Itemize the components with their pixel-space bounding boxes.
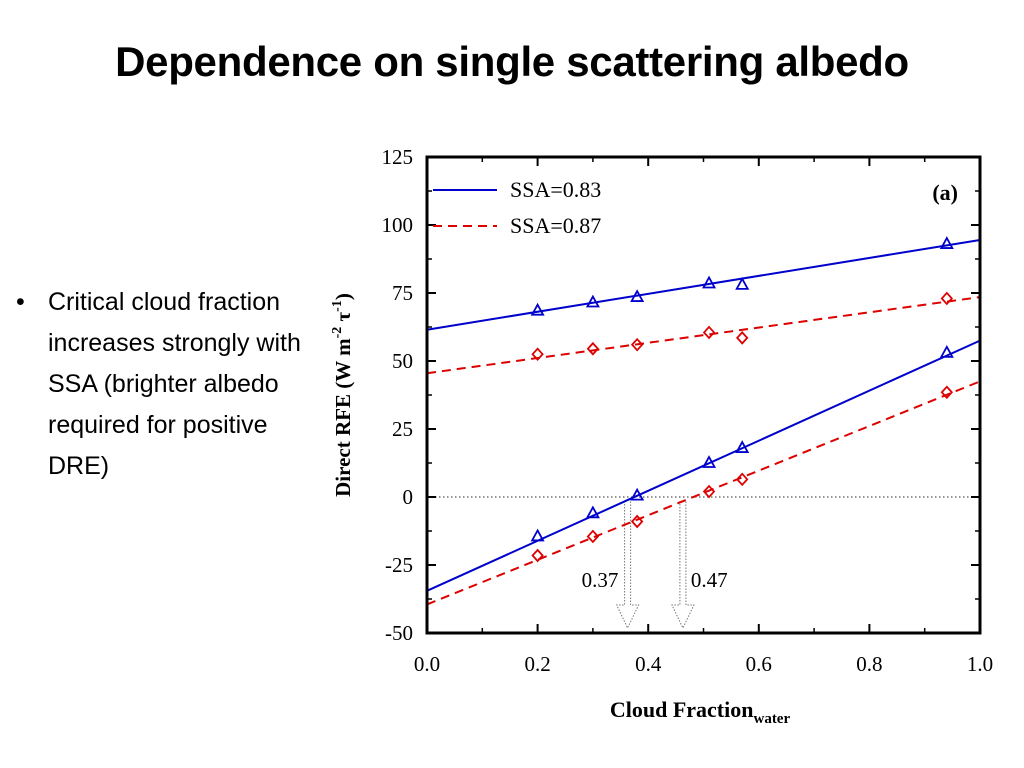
x-tick-label: 0.4	[635, 652, 662, 676]
bullet-text: Critical cloud fraction increases strong…	[48, 288, 301, 480]
y-tick-label: 100	[382, 213, 414, 237]
series-SSA=0.87	[426, 291, 981, 606]
plot-area: 0.37 0.47	[426, 236, 981, 630]
data-point	[939, 344, 954, 358]
annotation-label: 0.47	[691, 568, 728, 592]
data-point	[940, 291, 954, 306]
data-point	[531, 347, 544, 362]
fit-line	[426, 380, 981, 606]
data-point	[585, 294, 600, 308]
data-point	[531, 548, 544, 563]
data-point	[702, 484, 716, 499]
x-axis: 0.0 0.2 0.4 0.6 0.8 1.0	[414, 157, 993, 676]
legend-label: SSA=0.87	[510, 213, 601, 238]
data-point	[530, 302, 545, 316]
y-axis: 125 100 75 50 25 0 -25 -50	[382, 145, 980, 645]
data-point	[702, 325, 716, 340]
x-tick-label: 0.6	[746, 652, 772, 676]
x-axis-label-sub: water	[753, 711, 790, 727]
x-tick-label: 1.0	[967, 652, 993, 676]
critical-fraction-annotation: 0.37	[582, 501, 640, 630]
legend-label: SSA=0.83	[510, 177, 601, 202]
bullet-list: • Critical cloud fraction increases stro…	[14, 282, 314, 487]
data-point	[735, 440, 750, 453]
y-tick-label: 0	[403, 485, 414, 509]
data-point	[586, 341, 600, 356]
data-point	[702, 275, 717, 289]
x-tick-label: 0.8	[856, 652, 882, 676]
series-SSA=0.83	[426, 236, 981, 592]
data-point	[586, 529, 600, 544]
annotation-arrow	[671, 501, 695, 630]
x-tick-label: 0.2	[524, 652, 550, 676]
fit-line	[426, 296, 981, 375]
data-point	[735, 331, 749, 345]
slide-title: Dependence on single scattering albedo	[115, 38, 909, 85]
panel-label: (a)	[932, 180, 958, 205]
data-point	[939, 236, 954, 249]
data-point	[630, 289, 645, 302]
x-axis-label: Cloud Fractionwater	[610, 697, 791, 727]
annotation-label: 0.37	[582, 568, 619, 592]
x-tick-label: 0.0	[414, 652, 440, 676]
y-tick-label: 25	[392, 417, 413, 441]
annotation-arrow	[615, 501, 640, 630]
x-axis-label-main: Cloud Fraction	[610, 697, 754, 722]
y-tick-label: -25	[385, 553, 413, 577]
data-point	[735, 472, 749, 487]
data-point	[585, 505, 600, 519]
fit-line	[426, 238, 981, 331]
y-tick-label: 75	[392, 281, 413, 305]
critical-fraction-annotation: 0.47	[671, 501, 728, 630]
data-point	[630, 487, 645, 501]
data-point	[530, 528, 545, 542]
legend: SSA=0.83 SSA=0.87	[433, 177, 601, 238]
y-axis-label: Direct RFE (W m-2 τ-1)	[330, 293, 355, 497]
y-tick-label: -50	[385, 621, 413, 645]
data-point	[940, 385, 954, 400]
y-tick-label: 125	[382, 145, 414, 169]
data-point	[702, 455, 717, 468]
bullet-item: • Critical cloud fraction increases stro…	[14, 282, 314, 487]
bullet-marker: •	[16, 288, 25, 316]
y-tick-label: 50	[392, 349, 413, 373]
data-point	[630, 337, 644, 352]
data-point	[735, 276, 750, 290]
data-point	[630, 514, 644, 529]
